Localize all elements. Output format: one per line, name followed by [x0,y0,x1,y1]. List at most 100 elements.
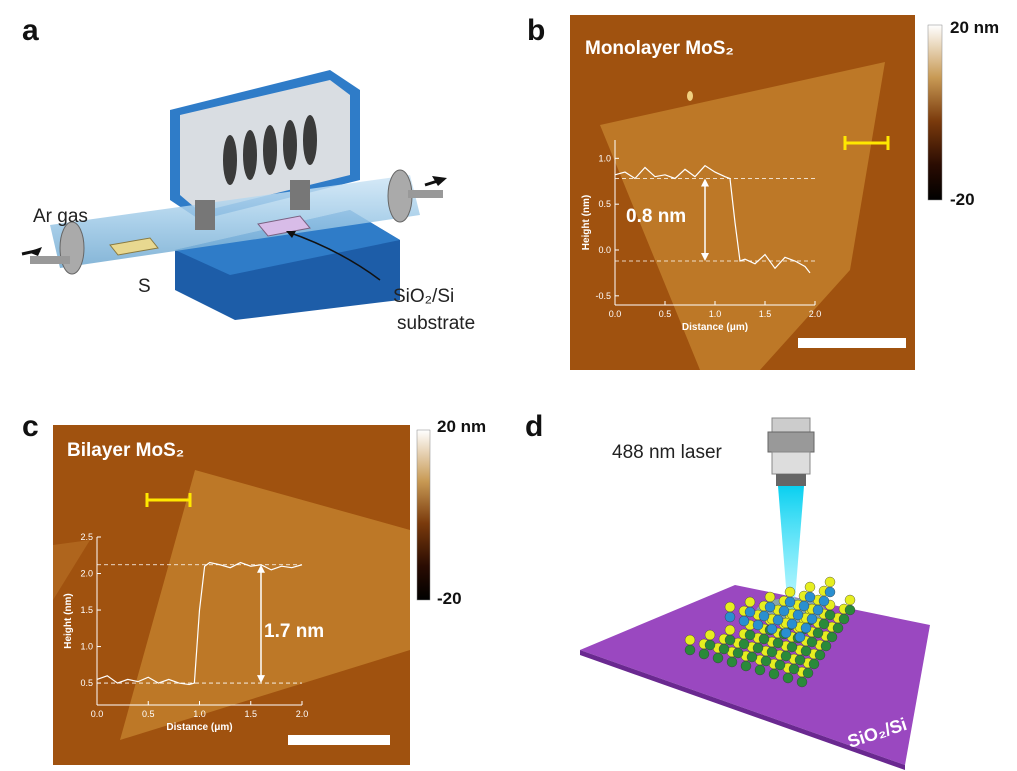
laser-label: 488 nm laser [612,442,723,463]
atom [805,592,815,602]
atom [719,644,729,654]
x-tick-label: 1.0 [193,709,206,719]
atom [819,619,829,629]
atom [803,668,813,678]
atom [759,634,769,644]
atom [813,628,823,638]
atom [745,607,755,617]
raman-diagram [580,418,930,770]
y-tick-label: 1.0 [598,153,611,163]
atom [739,639,749,649]
atom [775,660,785,670]
y-tick-label: 0.0 [598,245,611,255]
atom [745,630,755,640]
atom [809,659,819,669]
x-tick-label: 1.5 [244,709,257,719]
y-tick-label: 2.5 [80,532,93,542]
panel-label: c [22,410,39,443]
atom [733,648,743,658]
y-tick-label: 1.0 [80,642,93,652]
atom [815,650,825,660]
atom [827,632,837,642]
y-tick-label: 2.0 [80,569,93,579]
atom [795,655,805,665]
atom [819,596,829,606]
colorbar-label: 20 nm [437,417,486,436]
colorbar-label: -20 [437,589,462,608]
atom [773,615,783,625]
y-tick-label: 0.5 [80,678,93,688]
atom [699,649,709,659]
y-axis-label: Height (nm) [581,195,592,251]
atom [769,669,779,679]
atom [783,673,793,683]
atom [759,611,769,621]
colorbar-label: -20 [950,190,975,209]
atom [807,637,817,647]
x-tick-label: 0.0 [91,709,104,719]
atom [801,623,811,633]
atom [685,635,695,645]
atom [761,656,771,666]
step-label: 1.7 nm [264,621,324,642]
x-tick-label: 0.5 [659,309,672,319]
x-axis-label: Distance (μm) [682,322,748,333]
atom [779,606,789,616]
image-title: Bilayer MoS₂ [67,440,184,461]
furnace-diagram [22,70,447,320]
atom [825,577,835,587]
atom [765,592,775,602]
atom [785,597,795,607]
atom [741,661,751,671]
atom [685,645,695,655]
atom [793,610,803,620]
x-tick-label: 2.0 [296,709,309,719]
afm-image [53,425,430,765]
panel-label: b [527,14,545,47]
atom [833,623,843,633]
atom [825,587,835,597]
atom [745,597,755,607]
atom [845,605,855,615]
atom [795,632,805,642]
x-tick-label: 0.5 [142,709,155,719]
atom [807,614,817,624]
atom [839,614,849,624]
step-label: 0.8 nm [626,206,686,227]
atom [755,665,765,675]
atom [825,610,835,620]
atom [813,605,823,615]
atom [805,582,815,592]
panel-label: d [525,410,543,443]
atom [765,602,775,612]
atom [767,624,777,634]
colorbar-label: 20 nm [950,18,999,37]
atom [787,642,797,652]
atom [725,612,735,622]
x-tick-label: 0.0 [609,309,622,319]
atom [705,640,715,650]
atom [713,653,723,663]
x-axis-label: Distance (μm) [166,722,232,733]
atom [773,638,783,648]
atom [747,652,757,662]
y-tick-label: -0.5 [595,291,611,301]
atom [767,647,777,657]
atom [821,641,831,651]
afm-image [570,15,942,370]
atom [801,646,811,656]
atom [727,657,737,667]
x-tick-label: 1.5 [759,309,772,319]
gas-label: Ar gas [33,206,88,227]
atom [799,601,809,611]
atom [705,630,715,640]
y-axis-label: Height (nm) [63,593,74,649]
x-tick-label: 1.0 [709,309,722,319]
atom [725,602,735,612]
atom [725,625,735,635]
panel-label: a [22,14,39,47]
y-tick-label: 0.5 [598,199,611,209]
atom [753,643,763,653]
source-label: S [138,276,151,297]
atom [781,651,791,661]
